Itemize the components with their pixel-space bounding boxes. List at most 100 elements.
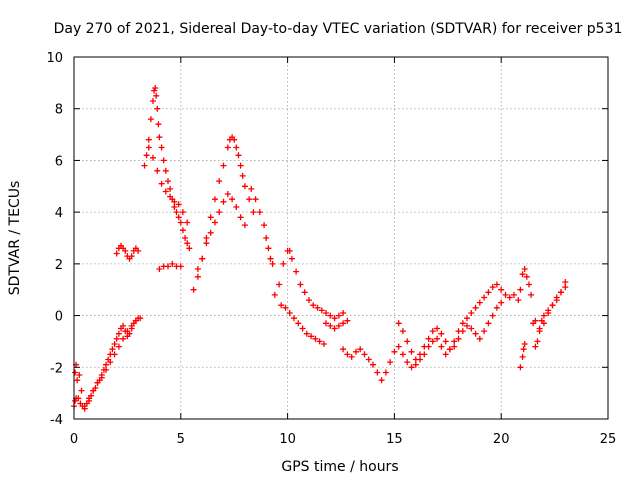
data-point-marker (173, 209, 180, 216)
data-point-marker (295, 320, 302, 327)
data-point-marker (145, 144, 152, 151)
data-point-marker (489, 312, 496, 319)
data-point-marker (229, 196, 236, 203)
data-point-marker (207, 229, 214, 236)
data-point-marker (327, 322, 334, 329)
data-point-marker (76, 372, 83, 378)
data-point-marker (165, 178, 171, 185)
data-point-marker (316, 338, 323, 345)
data-point-marker (438, 330, 445, 337)
data-point-marker (412, 361, 419, 368)
data-point-marker (429, 328, 436, 335)
data-point-marker (521, 341, 528, 347)
data-point-marker (331, 325, 338, 332)
x-tick-label: 10 (279, 432, 296, 447)
data-point-marker (521, 266, 528, 272)
data-point-marker (545, 310, 552, 316)
data-point-marker (269, 260, 276, 267)
data-point-marker (489, 284, 496, 291)
data-point-marker (404, 338, 411, 345)
data-point-marker (395, 320, 402, 327)
data-point-marker (340, 346, 347, 353)
data-point-marker (233, 144, 240, 151)
data-point-marker (216, 178, 223, 185)
data-point-marker (442, 338, 449, 345)
data-point-marker (502, 291, 509, 298)
data-point-marker (335, 312, 342, 319)
data-point-marker (536, 328, 543, 335)
data-point-marker (155, 121, 162, 128)
data-point-marker (154, 167, 161, 174)
data-point-marker (177, 219, 184, 226)
data-point-marker (286, 310, 293, 316)
data-point-marker (308, 333, 315, 340)
data-point-marker (481, 328, 488, 335)
data-point-marker (81, 405, 88, 412)
data-point-marker (301, 289, 308, 296)
data-point-marker (235, 152, 242, 159)
data-point-marker (493, 304, 500, 311)
x-tick-label: 20 (493, 432, 510, 447)
data-point-marker (150, 154, 156, 161)
data-point-marker (94, 379, 101, 386)
data-point-marker (184, 219, 191, 226)
data-point-marker (312, 335, 319, 342)
data-point-marker (459, 328, 466, 335)
data-point-marker (523, 273, 530, 280)
data-point-marker (485, 289, 492, 296)
data-point-marker (553, 294, 560, 301)
data-point-marker (340, 310, 347, 316)
data-point-marker (177, 263, 184, 270)
data-point-marker (128, 253, 135, 260)
data-point-marker (293, 268, 300, 275)
data-point-marker (517, 364, 524, 371)
data-point-marker (241, 222, 248, 229)
data-point-marker (442, 351, 449, 358)
data-point-marker (154, 105, 161, 112)
data-point-marker (519, 353, 526, 360)
data-point-marker (98, 374, 105, 381)
data-point-marker (540, 320, 547, 327)
data-point-marker (399, 328, 406, 335)
data-point-marker (231, 136, 238, 143)
data-point-marker (171, 198, 178, 205)
data-point-marker (357, 346, 364, 353)
data-point-marker (280, 260, 287, 267)
data-point-marker (331, 315, 338, 322)
data-point-marker (395, 343, 402, 350)
data-point-marker (224, 191, 231, 197)
data-point-marker (344, 317, 351, 324)
data-point-marker (194, 273, 201, 280)
data-point-marker (179, 209, 186, 216)
data-point-marker (417, 351, 423, 358)
data-point-marker (562, 284, 569, 291)
data-point-marker (434, 325, 441, 332)
data-point-marker (344, 351, 351, 358)
data-point-marker (256, 209, 263, 216)
data-point-marker (340, 320, 347, 327)
data-point-marker (370, 361, 376, 368)
data-point-marker (446, 346, 453, 353)
x-axis-label: GPS time / hours (281, 459, 398, 475)
data-point-marker (519, 271, 526, 278)
data-point-marker (387, 359, 394, 366)
data-point-marker (124, 328, 131, 335)
data-point-marker (220, 198, 227, 205)
data-point-marker (141, 162, 148, 169)
data-point-marker (526, 281, 532, 288)
data-point-marker (282, 304, 289, 311)
data-point-marker (511, 291, 517, 298)
data-point-marker (212, 219, 218, 226)
data-point-marker (532, 317, 539, 324)
data-point-marker (558, 289, 564, 296)
data-point-marker (248, 185, 255, 192)
data-point-marker (199, 255, 206, 262)
data-point-marker (241, 183, 248, 190)
data-point-marker (425, 335, 432, 342)
data-point-marker (438, 343, 445, 350)
data-point-marker (374, 369, 381, 376)
data-point-marker (299, 325, 306, 332)
data-point-marker (115, 343, 122, 350)
data-point-marker (153, 92, 160, 99)
